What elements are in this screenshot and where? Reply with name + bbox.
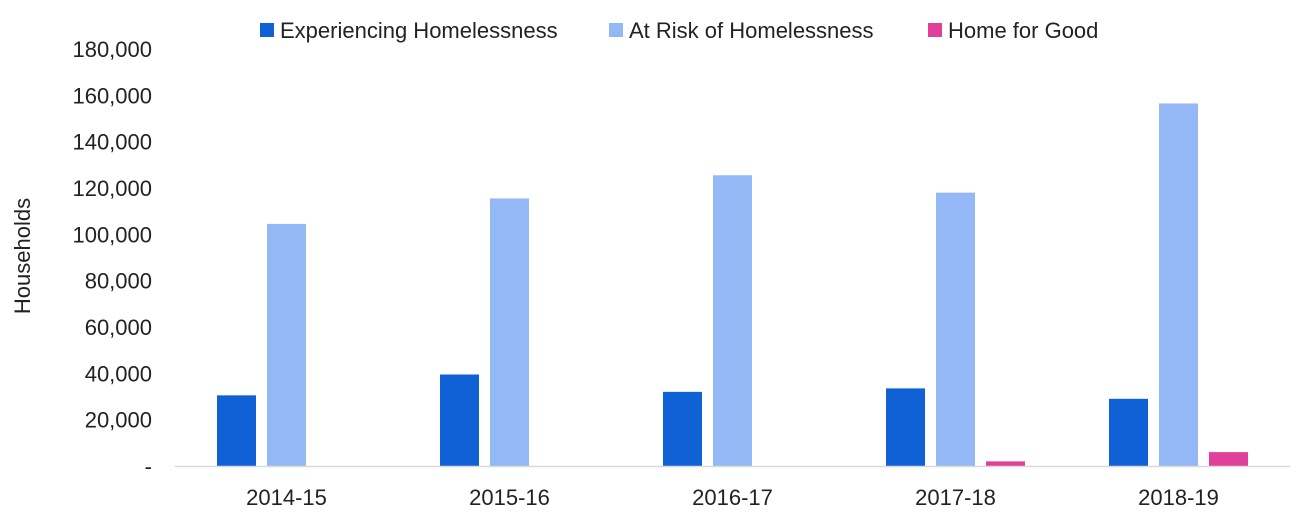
y-tick-label: 20,000: [85, 408, 152, 433]
y-tick-label: 60,000: [85, 315, 152, 340]
bar: [267, 223, 306, 466]
y-tick-label: 80,000: [85, 269, 152, 294]
legend-label: Experiencing Homelessness: [280, 18, 558, 43]
y-tick-label: 160,000: [72, 83, 152, 108]
y-axis: - 20,000 40,000 60,000 80,000 100,000 120,000 1…: [72, 37, 152, 479]
bar: [217, 395, 256, 466]
bar: [663, 391, 702, 466]
bar: [713, 175, 752, 466]
legend-swatch: [609, 23, 623, 37]
bars: [217, 103, 1248, 467]
y-tick-label: 100,000: [72, 222, 152, 247]
x-tick-label: 2017-18: [915, 485, 996, 510]
y-axis-title: Households: [10, 198, 35, 314]
bar: [886, 388, 925, 466]
bar: [1209, 452, 1248, 466]
y-tick-label: 120,000: [72, 176, 152, 201]
legend-label: Home for Good: [948, 18, 1098, 43]
x-tick-label: 2014-15: [246, 485, 327, 510]
legend-label: At Risk of Homelessness: [629, 18, 874, 43]
legend-item: At Risk of Homelessness: [609, 18, 874, 43]
legend-item: Home for Good: [928, 18, 1098, 43]
x-tick-label: 2015-16: [469, 485, 550, 510]
legend-item: Experiencing Homelessness: [260, 18, 558, 43]
legend: Experiencing Homelessness At Risk of Home…: [260, 18, 1098, 43]
y-tick-label: 40,000: [85, 361, 152, 386]
bar: [1159, 103, 1198, 467]
bar: [440, 374, 479, 466]
x-tick-label: 2018-19: [1138, 485, 1219, 510]
x-tick-label: 2016-17: [692, 485, 773, 510]
bar: [1109, 398, 1148, 466]
y-tick-label: 180,000: [72, 37, 152, 62]
y-tick-label: 140,000: [72, 130, 152, 155]
x-axis: 2014-15 2015-16 2016-17 2017-18 2018-19: [175, 465, 1290, 510]
bar: [490, 198, 529, 467]
y-tick-label: -: [145, 454, 152, 479]
legend-swatch: [260, 23, 274, 37]
bar: [986, 461, 1025, 466]
legend-swatch: [928, 23, 942, 37]
bar: [936, 192, 975, 466]
